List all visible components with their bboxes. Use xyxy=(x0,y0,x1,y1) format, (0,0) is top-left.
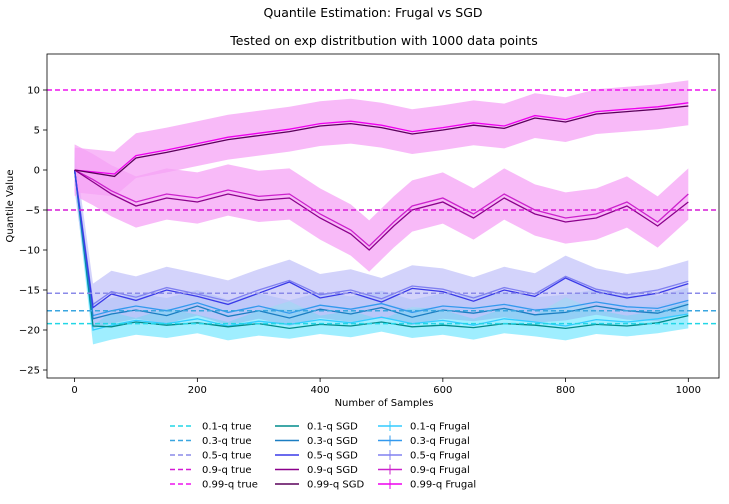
x-tick-label: 1000 xyxy=(676,385,701,396)
legend-entry-0-99-q-sgd: 0.99-q SGD xyxy=(275,480,364,491)
legend-label: 0.9-q SGD xyxy=(307,465,358,476)
legend-label: 0.5-q true xyxy=(202,451,252,462)
line-0-3-q-sgd xyxy=(73,169,689,320)
legend-entry-0-5-q-sgd: 0.5-q SGD xyxy=(275,451,358,462)
legend-entry-0-5-q-frugal: 0.5-q Frugal xyxy=(378,450,470,462)
legend-entry-0-9-q-true: 0.9-q true xyxy=(170,465,252,476)
line-0-3-q-frugal xyxy=(73,169,689,317)
legend-label: 0.9-q true xyxy=(202,465,252,476)
line-0-5-q-frugal xyxy=(73,169,689,306)
legend-entry-0-99-q-true: 0.99-q true xyxy=(170,480,258,491)
legend-entry-0-99-q-frugal: 0.99-q Frugal xyxy=(378,479,476,491)
x-tick-label: 200 xyxy=(188,385,207,396)
legend-entry-0-1-q-sgd: 0.1-q SGD xyxy=(275,422,358,433)
y-tick-label: −5 xyxy=(25,206,40,217)
legend-label: 0.1-q Frugal xyxy=(410,422,470,433)
x-tick-label: 0 xyxy=(71,385,77,396)
legend-label: 0.1-q SGD xyxy=(307,422,358,433)
y-tick-label: 5 xyxy=(34,126,40,137)
x-tick-label: 600 xyxy=(433,385,452,396)
plot-content xyxy=(47,80,719,345)
chart-suptitle: Quantile Estimation: Frugal vs SGD xyxy=(263,5,482,20)
legend-entry-0-3-q-sgd: 0.3-q SGD xyxy=(275,436,358,447)
line-0-5-q-sgd xyxy=(73,169,689,309)
x-tick-label: 800 xyxy=(556,385,575,396)
x-axis-label: Number of Samples xyxy=(335,398,434,409)
legend-label: 0.99-q Frugal xyxy=(410,480,476,491)
legend-label: 0.3-q true xyxy=(202,436,252,447)
line-0-9-q-sgd xyxy=(74,169,689,251)
y-tick-label: −25 xyxy=(19,366,40,377)
y-axis-label: Quantile Value xyxy=(5,170,16,243)
y-tick-label: 10 xyxy=(27,86,40,97)
legend-entry-0-3-q-frugal: 0.3-q Frugal xyxy=(378,435,470,447)
legend-entry-0-1-q-true: 0.1-q true xyxy=(170,422,252,433)
band-0-5-q-frugal xyxy=(74,149,689,326)
legend-entry-0-1-q-frugal: 0.1-q Frugal xyxy=(378,421,470,433)
y-tick-label: −20 xyxy=(19,326,40,337)
y-tick-label: −10 xyxy=(19,246,40,257)
legend-label: 0.3-q SGD xyxy=(307,436,358,447)
line-0-9-q-frugal xyxy=(74,169,689,247)
legend-entry-0-9-q-sgd: 0.9-q SGD xyxy=(275,465,358,476)
legend-entry-0-5-q-true: 0.5-q true xyxy=(170,451,252,462)
axes-frame: 0 200 400 600 800 1000 −25 −20 −15 −10 −5 0 5 10 xyxy=(19,53,720,396)
plot-frame xyxy=(46,53,720,379)
legend-label: 0.99-q SGD xyxy=(307,480,364,491)
legend-label: 0.5-q SGD xyxy=(307,451,358,462)
line-0-99-q-frugal xyxy=(74,102,689,175)
y-tick-label: −15 xyxy=(19,286,40,297)
legend-label: 0.9-q Frugal xyxy=(410,465,470,476)
legend-label: 0.1-q true xyxy=(202,422,252,433)
y-tick-label: 0 xyxy=(34,166,40,177)
legend-entry-0-3-q-true: 0.3-q true xyxy=(170,436,252,447)
line-0-99-q-sgd xyxy=(74,105,689,178)
band-0-9-q-frugal xyxy=(74,144,689,272)
legend: 0.1-q true 0.3-q true 0.5-q true 0.9-q true… xyxy=(170,421,476,491)
x-tick-label: 400 xyxy=(311,385,330,396)
line-0-1-q-frugal xyxy=(73,169,689,331)
legend-label: 0.99-q true xyxy=(202,480,258,491)
legend-label: 0.5-q Frugal xyxy=(410,451,470,462)
band-0-99-q-frugal xyxy=(74,80,689,197)
plot-area xyxy=(47,80,719,345)
chart-title: Tested on exp distritbution with 1000 da… xyxy=(229,33,537,48)
legend-entry-0-9-q-frugal: 0.9-q Frugal xyxy=(378,464,470,476)
legend-label: 0.3-q Frugal xyxy=(410,436,470,447)
